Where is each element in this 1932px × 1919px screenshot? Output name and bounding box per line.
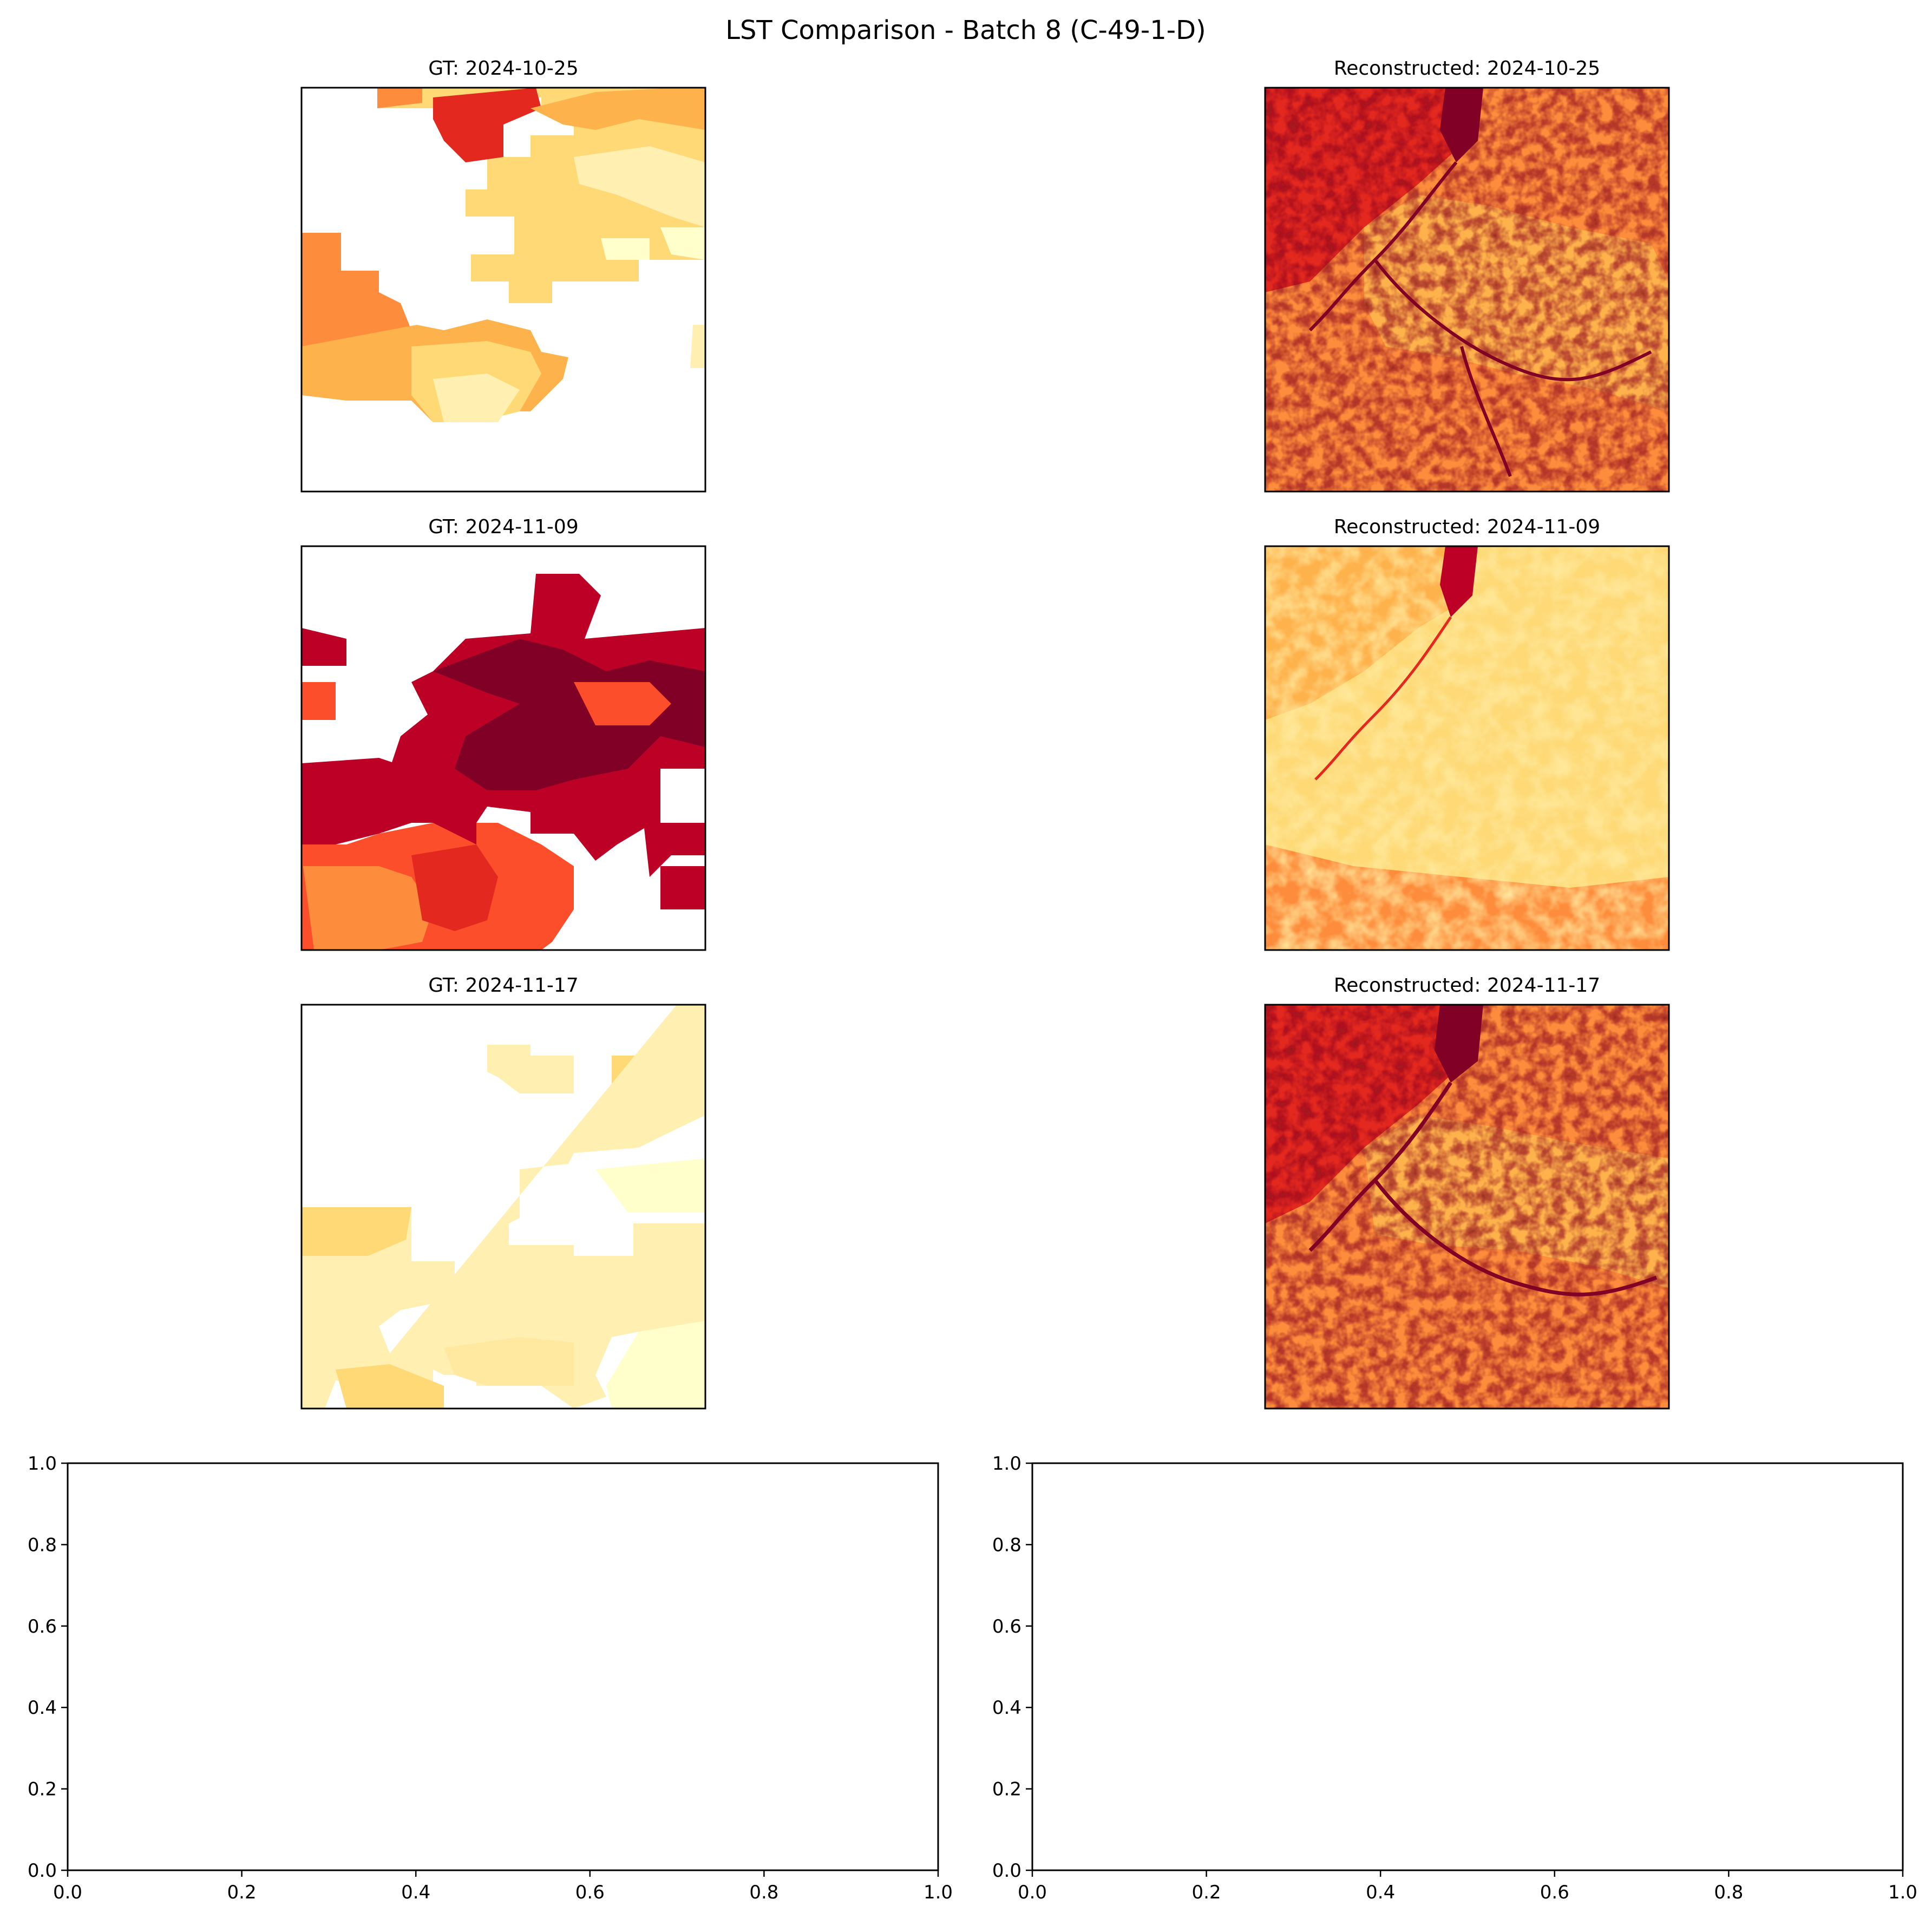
y-tick-label: 0.8 — [992, 1534, 1021, 1556]
axes-frame — [67, 1462, 939, 1871]
panel-frame — [1264, 545, 1670, 951]
panel-gt-2024-11-17: GT: 2024-11-17 — [300, 974, 706, 1410]
panel-frame — [300, 1004, 706, 1410]
heatmap-texture — [1265, 88, 1669, 492]
panel-reconstructed-2024-10-25: Reconstructed: 2024-10-25 — [1264, 57, 1670, 493]
panel-frame — [300, 87, 706, 493]
y-tick-label: 0.6 — [992, 1616, 1021, 1638]
x-tick-label: 1.0 — [1888, 1882, 1917, 1903]
panel-frame — [1264, 87, 1670, 493]
x-tick-label: 0.8 — [749, 1882, 778, 1903]
heatmap-river-network — [1314, 616, 1452, 781]
panel-frame — [300, 545, 706, 951]
heatmap-river-core — [1440, 88, 1483, 162]
empty-axes-left: 0.0 0.2 0.4 0.6 0.8 1.0 0.0 0.2 0.4 0.6 0.8 1.0 — [28, 1453, 953, 1903]
heatmap-texture — [1265, 1005, 1669, 1409]
heatmap-valid-pixels — [302, 574, 705, 950]
panel-reconstructed-2024-11-09: Reconstructed: 2024-11-09 — [1264, 516, 1670, 951]
panel-reconstructed-2024-11-17: Reconstructed: 2024-11-17 — [1264, 974, 1670, 1410]
y-tick-label: 1.0 — [28, 1453, 57, 1475]
y-tick-label: 0.4 — [28, 1697, 57, 1719]
x-tick-label: 0.2 — [1192, 1882, 1221, 1903]
heatmap-river-network — [1308, 161, 1652, 477]
panel-title: Reconstructed: 2024-10-25 — [1334, 57, 1600, 80]
panel-title: Reconstructed: 2024-11-17 — [1334, 974, 1600, 997]
x-tick-label: 0.6 — [575, 1882, 605, 1903]
x-tick-label: 0.4 — [1366, 1882, 1395, 1903]
panel-title: GT: 2024-11-09 — [428, 516, 578, 538]
x-tick-label: 0.2 — [227, 1882, 257, 1903]
heatmap-texture — [1265, 546, 1669, 950]
panel-frame — [1264, 1004, 1670, 1410]
y-tick-label: 1.0 — [992, 1453, 1021, 1475]
x-tick-label: 0.6 — [1540, 1882, 1569, 1903]
x-tick-label: 0.0 — [1018, 1882, 1047, 1903]
y-tick-label: 0.8 — [28, 1534, 57, 1556]
y-tick-label: 0.0 — [28, 1860, 57, 1882]
figure-suptitle: LST Comparison - Batch 8 (C-49-1-D) — [725, 15, 1206, 45]
panel-title: Reconstructed: 2024-11-09 — [1334, 516, 1600, 538]
y-tick-label: 0.2 — [992, 1779, 1021, 1800]
panel-gt-2024-10-25: GT: 2024-10-25 — [300, 57, 706, 493]
y-tick-label: 0.6 — [28, 1616, 57, 1638]
y-tick-label: 0.2 — [28, 1779, 57, 1800]
x-tick-label: 0.4 — [401, 1882, 430, 1903]
axes-frame — [1031, 1462, 1904, 1871]
x-tick-label: 1.0 — [924, 1882, 953, 1903]
panel-title: GT: 2024-10-25 — [428, 57, 578, 80]
heatmap-valid-pixels — [302, 88, 705, 422]
panel-title: GT: 2024-11-17 — [428, 974, 578, 997]
heatmap-river-network — [1308, 1082, 1658, 1296]
panel-gt-2024-11-09: GT: 2024-11-09 — [300, 516, 706, 951]
heatmap-river-core — [1435, 1005, 1483, 1083]
y-tick-label: 0.0 — [992, 1860, 1021, 1882]
empty-axes-right: 0.0 0.2 0.4 0.6 0.8 1.0 0.0 0.2 0.4 0.6 0.8 1.0 — [992, 1453, 1917, 1903]
heatmap-valid-pixels — [302, 1005, 705, 1409]
heatmap-river-core — [1440, 546, 1478, 617]
x-tick-label: 0.8 — [1714, 1882, 1743, 1903]
x-tick-label: 0.0 — [53, 1882, 82, 1903]
y-tick-label: 0.4 — [992, 1697, 1021, 1719]
